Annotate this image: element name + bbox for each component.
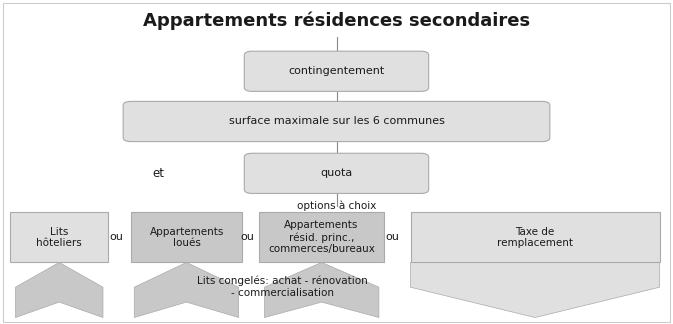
Text: et: et: [152, 167, 164, 180]
Text: Appartements
loués: Appartements loués: [149, 226, 224, 248]
Text: ou: ou: [241, 232, 254, 242]
Text: Appartements
résid. princ.,
commerces/bureaux: Appartements résid. princ., commerces/bu…: [268, 220, 375, 254]
Polygon shape: [411, 262, 660, 318]
Bar: [10, 212, 108, 262]
Bar: [131, 212, 242, 262]
Text: contingentement: contingentement: [288, 66, 385, 76]
Polygon shape: [264, 262, 379, 318]
Polygon shape: [134, 262, 239, 318]
Text: Appartements résidences secondaires: Appartements résidences secondaires: [143, 12, 530, 30]
Bar: [259, 212, 384, 262]
Text: surface maximale sur les 6 communes: surface maximale sur les 6 communes: [229, 117, 444, 126]
Text: ou: ou: [386, 232, 399, 242]
Text: Lits
hôteliers: Lits hôteliers: [36, 226, 81, 248]
FancyBboxPatch shape: [123, 101, 550, 142]
Text: ou: ou: [110, 232, 123, 242]
Text: Lits congelés: achat - rénovation
- commercialisation: Lits congelés: achat - rénovation - comm…: [197, 276, 368, 298]
Text: Taxe de
remplacement: Taxe de remplacement: [497, 226, 573, 248]
Bar: [411, 212, 660, 262]
FancyBboxPatch shape: [244, 153, 429, 193]
FancyBboxPatch shape: [244, 51, 429, 91]
Text: quota: quota: [320, 168, 353, 178]
Text: options à choix: options à choix: [297, 201, 376, 211]
Polygon shape: [15, 262, 103, 318]
